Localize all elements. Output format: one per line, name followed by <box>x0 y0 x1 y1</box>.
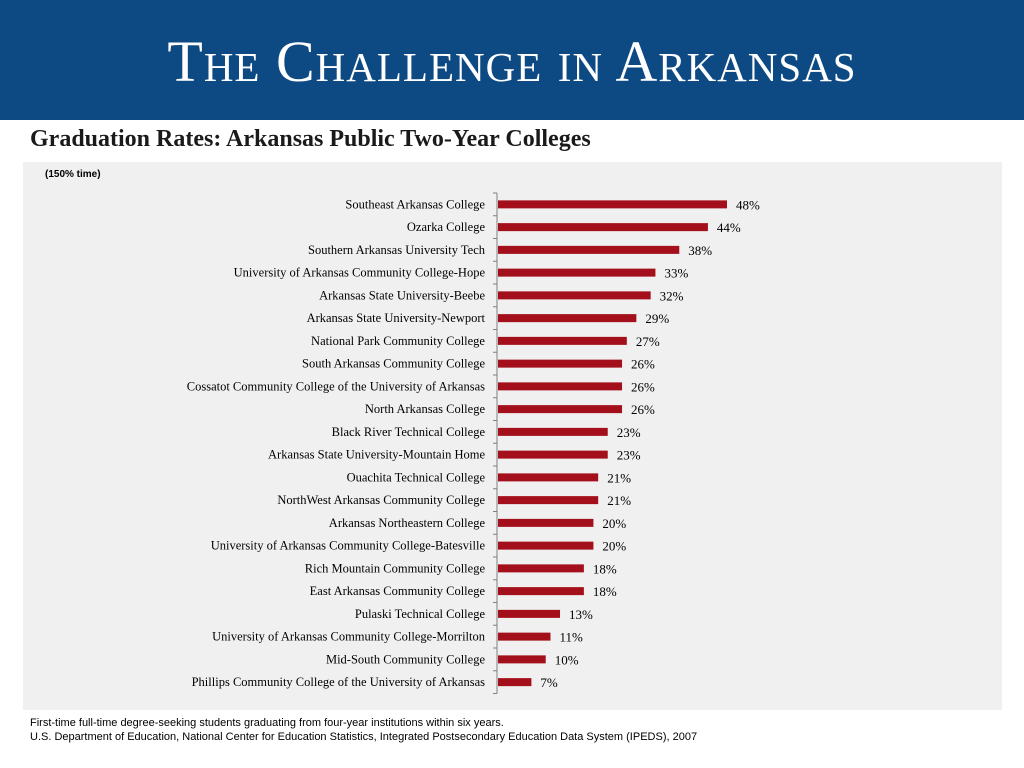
data-label: 18% <box>593 561 617 576</box>
bar <box>498 314 637 323</box>
data-label: 26% <box>631 357 655 372</box>
category-label: Cossatot Community College of the Univer… <box>187 379 485 393</box>
category-label: Phillips Community College of the Univer… <box>192 675 486 689</box>
bar <box>498 291 651 300</box>
bar <box>498 496 599 505</box>
data-label: 20% <box>602 516 626 531</box>
data-label: 26% <box>631 402 655 417</box>
category-label: Arkansas State University-Mountain Home <box>268 448 485 462</box>
category-label: NorthWest Arkansas Community College <box>277 493 485 507</box>
data-label: 33% <box>664 266 688 281</box>
bar <box>498 268 656 277</box>
category-label: East Arkansas Community College <box>310 584 486 598</box>
category-label: Ouachita Technical College <box>347 470 486 484</box>
data-label: 27% <box>636 334 660 349</box>
bar <box>498 359 623 368</box>
category-label: Southeast Arkansas College <box>345 197 485 211</box>
bar <box>498 587 584 596</box>
data-label: 23% <box>617 425 641 440</box>
bar <box>498 223 708 232</box>
data-label: 10% <box>555 652 579 667</box>
category-label: Mid-South Community College <box>326 652 485 666</box>
data-label: 20% <box>602 539 626 554</box>
bar <box>498 405 623 414</box>
data-label: 32% <box>660 288 684 303</box>
title-banner <box>0 0 1024 120</box>
data-label: 38% <box>688 243 712 258</box>
chart-subtitle: Graduation Rates: Arkansas Public Two-Ye… <box>30 126 591 152</box>
category-label: Arkansas Northeastern College <box>329 516 486 530</box>
category-label: National Park Community College <box>311 334 485 348</box>
data-label: 26% <box>631 379 655 394</box>
data-label: 29% <box>645 311 669 326</box>
bar <box>498 632 551 641</box>
category-label: Arkansas State University-Beebe <box>319 288 485 302</box>
category-label: University of Arkansas Community College… <box>212 630 486 644</box>
data-label: 18% <box>593 584 617 599</box>
category-label: Rich Mountain Community College <box>305 561 486 575</box>
category-label: North Arkansas College <box>365 402 486 416</box>
bar <box>498 678 532 687</box>
data-label: 13% <box>569 607 593 622</box>
category-label: Southern Arkansas University Tech <box>308 243 486 257</box>
bar <box>498 245 680 254</box>
data-label: 21% <box>607 470 631 485</box>
data-label: 7% <box>540 675 558 690</box>
bar <box>498 450 608 459</box>
data-label: 23% <box>617 448 641 463</box>
bar <box>498 336 627 345</box>
page-title: The Challenge in Arkansas <box>167 29 857 94</box>
category-label: University of Arkansas Community College… <box>211 539 486 553</box>
category-label: Pulaski Technical College <box>355 607 486 621</box>
bar <box>498 541 594 550</box>
category-label: South Arkansas Community College <box>302 357 485 371</box>
footer-line-2: U.S. Department of Education, National C… <box>30 731 698 743</box>
category-label: Ozarka College <box>407 220 486 234</box>
bar <box>498 609 561 618</box>
footer-notes: First-time full-time degree-seeking stud… <box>30 716 697 744</box>
category-label: Arkansas State University-Newport <box>307 311 486 325</box>
data-label: 48% <box>736 197 760 212</box>
bar <box>498 518 594 527</box>
bar <box>498 473 599 482</box>
footer-line-1: First-time full-time degree-seeking stud… <box>30 717 504 729</box>
data-label: 44% <box>717 220 741 235</box>
bar <box>498 655 546 664</box>
bar <box>498 427 608 436</box>
bar <box>498 564 584 573</box>
category-label: University of Arkansas Community College… <box>234 266 486 280</box>
data-label: 11% <box>559 630 583 645</box>
bar <box>498 200 727 209</box>
data-label: 21% <box>607 493 631 508</box>
bar <box>498 382 623 391</box>
category-label: Black River Technical College <box>332 425 486 439</box>
chart-note: (150% time) <box>45 169 101 180</box>
